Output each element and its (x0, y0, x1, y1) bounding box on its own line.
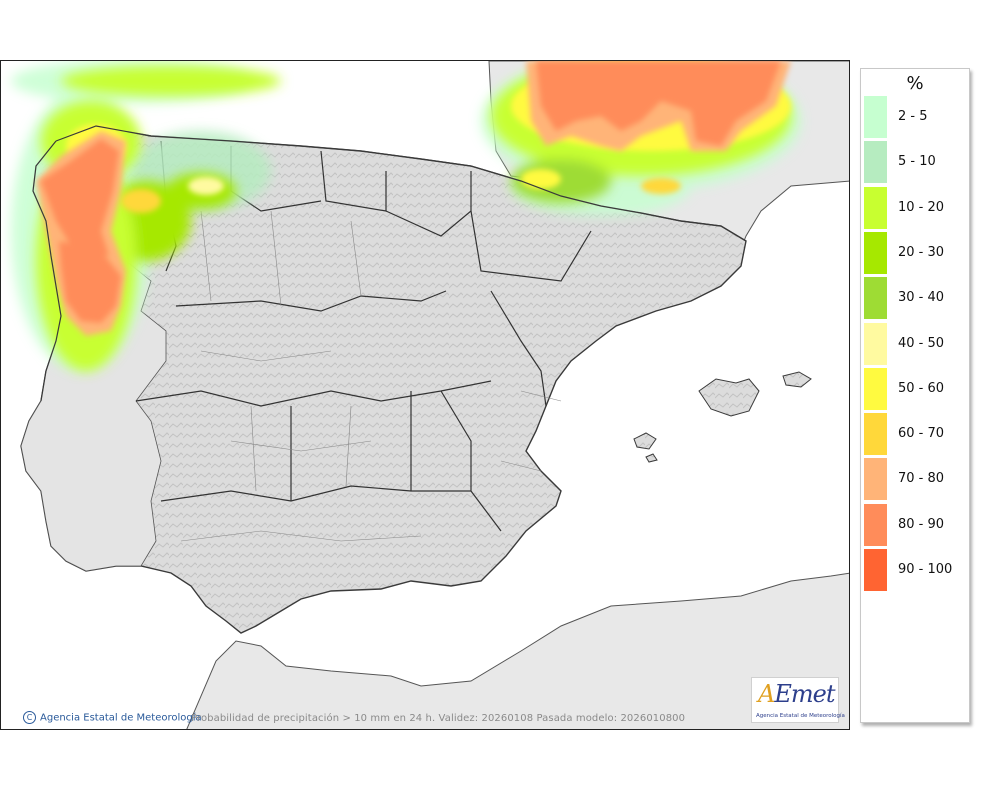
iberia-probability-map (1, 61, 849, 729)
legend-item: 5 - 10 (864, 141, 968, 184)
legend-label: 5 - 10 (898, 154, 936, 170)
legend-swatch (864, 96, 887, 138)
legend-label: 50 - 60 (898, 380, 945, 396)
legend-swatch (864, 413, 887, 456)
ibiza (633, 432, 657, 450)
legend-item: 80 - 90 (864, 503, 968, 546)
legend-swatch (864, 503, 887, 546)
legend-label: 30 - 40 (898, 290, 945, 306)
legend-panel: % 2 - 5 5 - 10 10 - 20 20 - 30 30 - 40 40 - 5… (860, 68, 970, 723)
legend-label: 70 - 80 (898, 471, 945, 487)
legend-item: 2 - 5 (864, 96, 968, 138)
map-panel: C Agencia Estatal de Meteorología Probabi… (0, 60, 850, 730)
legend-item: 50 - 60 (864, 367, 968, 410)
legend-label: 60 - 70 (898, 426, 945, 442)
legend-item: 90 - 100 (864, 549, 968, 591)
mallorca (698, 378, 760, 417)
legend-swatch (864, 186, 887, 229)
africa-land (186, 572, 849, 729)
aemet-logo: AEmet Agencia Estatal de Meteorología (751, 677, 845, 723)
map-caption: Probabilidad de precipitación > 10 mm en… (191, 713, 686, 724)
agency-credit: C Agencia Estatal de Meteorología (23, 711, 202, 724)
legend-item: 40 - 50 (864, 322, 968, 365)
agency-credit-text: Agencia Estatal de Meteorología (40, 712, 202, 724)
legend-swatch (864, 141, 887, 184)
menorca (782, 371, 812, 388)
legend-label: 20 - 30 (898, 244, 945, 260)
legend-swatch (864, 367, 887, 410)
formentera (645, 453, 658, 463)
province-borders (180, 210, 562, 542)
probability-overlay (11, 61, 801, 371)
legend-swatch (864, 277, 887, 320)
copyright-icon: C (23, 711, 36, 724)
legend-item: 60 - 70 (864, 413, 968, 456)
legend-item: 70 - 80 (864, 458, 968, 501)
legend-label: 10 - 20 (898, 199, 945, 215)
legend-unit: % (906, 73, 924, 94)
legend-swatch (864, 322, 887, 365)
legend-swatch (864, 458, 887, 501)
logo-wordmark: AEmet (758, 680, 835, 708)
legend-item: 30 - 40 (864, 277, 968, 320)
legend-swatch (864, 231, 887, 274)
logo-subtitle: Agencia Estatal de Meteorología (756, 713, 845, 719)
legend-label: 40 - 50 (898, 335, 945, 351)
legend-label: 80 - 90 (898, 516, 945, 532)
legend-swatch (864, 549, 887, 591)
coastline (32, 125, 747, 402)
legend-item: 20 - 30 (864, 231, 968, 274)
legend-item: 10 - 20 (864, 186, 968, 229)
legend-label: 90 - 100 (898, 562, 953, 577)
legend-label: 2 - 5 (898, 109, 928, 124)
